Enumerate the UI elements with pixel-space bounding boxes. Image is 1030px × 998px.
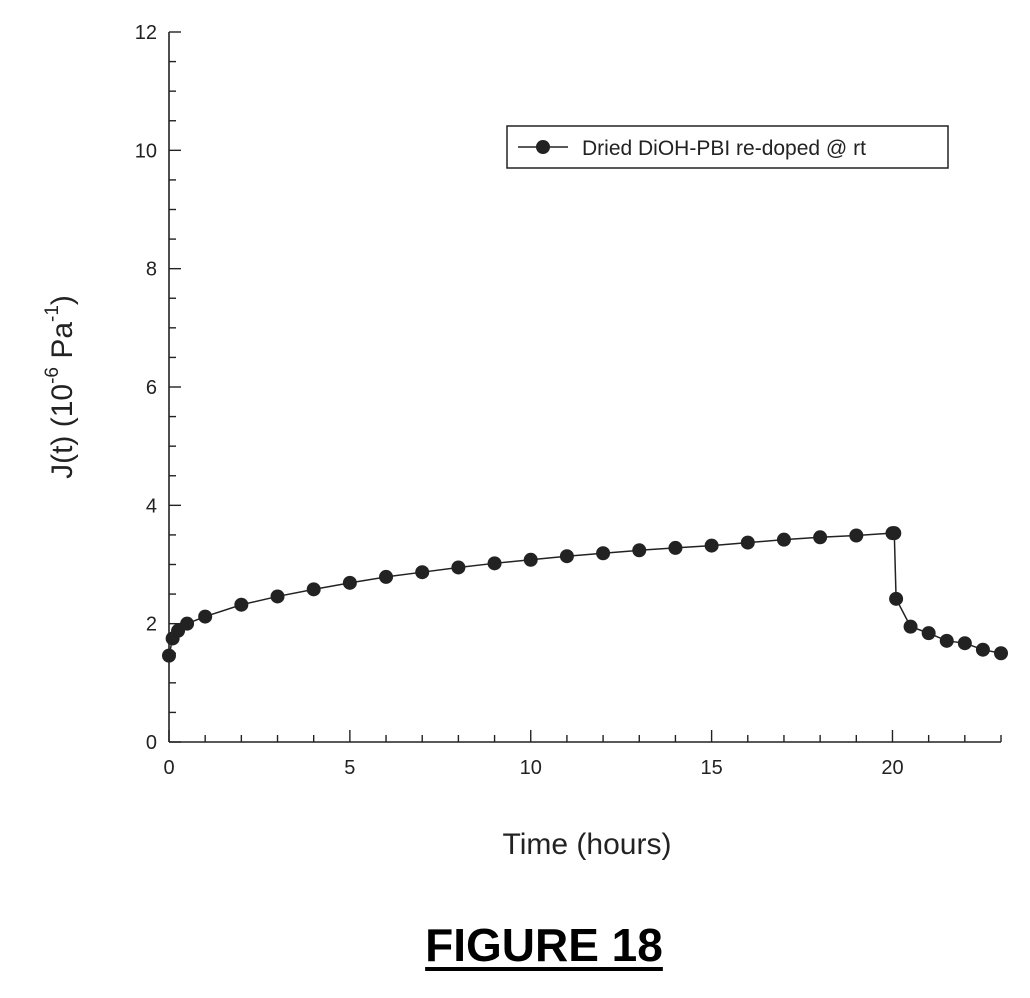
data-point [559, 549, 574, 564]
ticks [168, 31, 1002, 743]
data-point [957, 636, 972, 651]
data-point [270, 589, 285, 604]
data-point [849, 528, 864, 543]
x-tick-label: 10 [520, 757, 542, 779]
data-point [180, 616, 195, 631]
data-point [162, 648, 176, 663]
data-point [342, 575, 357, 590]
legend-label: Dried DiOH-PBI re-doped @ rt [582, 137, 866, 160]
data-point [975, 642, 990, 657]
data-point [776, 532, 791, 547]
data-point [596, 546, 611, 561]
data-point [939, 633, 954, 648]
series-line [168, 532, 1002, 656]
data-point [415, 565, 430, 580]
x-tick-label: 0 [163, 757, 174, 779]
data-point [921, 626, 936, 641]
legend-box [506, 125, 949, 169]
data-point [903, 619, 918, 634]
y-axis-title: J(t) (10-6 Pa-1) [42, 295, 79, 479]
y-tick-label: 4 [146, 495, 157, 517]
y-tick-label: 0 [146, 732, 157, 754]
data-point [487, 556, 502, 571]
series [162, 526, 1008, 663]
figure-caption: FIGURE 18 [425, 919, 663, 971]
data-point [994, 646, 1008, 661]
legend-marker [536, 140, 550, 154]
data-point [198, 609, 213, 624]
legend: Dried DiOH-PBI re-doped @ rt [506, 125, 949, 169]
data-point [234, 597, 249, 612]
x-tick-label: 20 [881, 757, 903, 779]
data-point [451, 560, 466, 575]
data-point [523, 552, 538, 567]
data-point [740, 535, 755, 550]
x-tick-label: 5 [344, 757, 355, 779]
data-point [813, 530, 828, 545]
data-point [668, 540, 683, 555]
y-tick-label: 6 [146, 377, 157, 399]
data-point [889, 591, 904, 606]
x-axis-title: Time (hours) [503, 828, 672, 861]
data-point [704, 538, 719, 553]
y-tick-label: 12 [135, 22, 157, 44]
tick-labels: 0 5 10 15 20 0 2 4 6 8 10 12 [135, 22, 904, 779]
data-point [632, 543, 647, 558]
y-tick-label: 10 [135, 140, 157, 162]
data-point [379, 569, 394, 584]
data-point [306, 582, 321, 597]
y-tick-label: 2 [146, 614, 157, 636]
x-tick-label: 15 [700, 757, 722, 779]
data-point [887, 526, 902, 541]
y-tick-label: 8 [146, 259, 157, 281]
